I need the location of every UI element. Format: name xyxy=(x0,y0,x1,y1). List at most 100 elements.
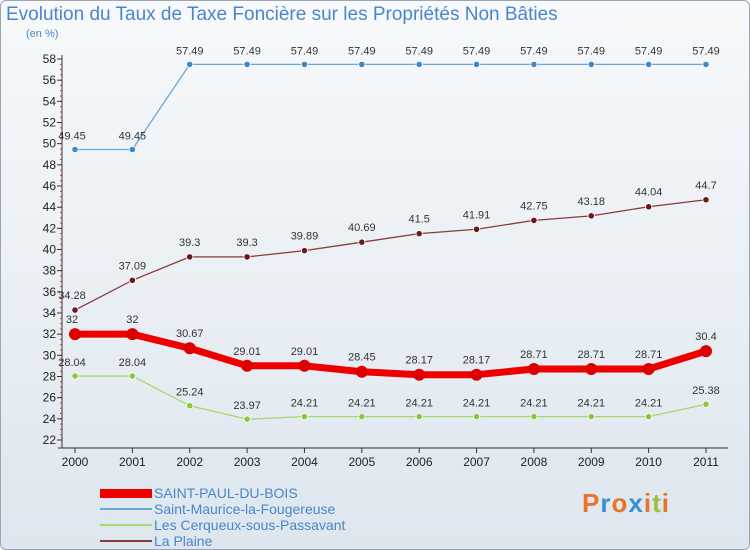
y-tick-label: 28 xyxy=(43,370,57,384)
data-label: 28.71 xyxy=(520,349,548,361)
data-point xyxy=(71,306,79,314)
data-label: 23.97 xyxy=(233,400,261,412)
series-2 xyxy=(71,372,710,423)
logo-letter: o xyxy=(611,488,629,518)
x-tick-label: 2007 xyxy=(463,455,490,469)
y-tick-label: 38 xyxy=(43,264,57,278)
data-label: 28.04 xyxy=(58,357,86,369)
legend-label: La Plaine xyxy=(154,533,213,549)
data-point xyxy=(186,253,194,261)
data-point xyxy=(587,60,595,68)
logo-letter: t xyxy=(652,488,662,518)
data-label: 28.71 xyxy=(578,349,606,361)
data-label: 41.91 xyxy=(463,209,491,221)
data-label: 40.69 xyxy=(348,222,376,234)
data-label: 32 xyxy=(126,314,138,326)
logo-letter: x xyxy=(628,488,644,518)
x-tick-label: 2008 xyxy=(521,455,548,469)
data-point xyxy=(300,247,309,255)
data-label: 24.21 xyxy=(463,398,491,410)
y-tick-label: 30 xyxy=(43,348,57,362)
y-tick-label: 34 xyxy=(43,306,57,320)
data-point xyxy=(358,238,366,246)
data-label: 44.04 xyxy=(635,187,663,199)
data-point xyxy=(530,413,538,421)
data-label: 28.71 xyxy=(635,349,663,361)
data-point xyxy=(71,372,79,380)
series-line xyxy=(75,63,706,151)
data-point xyxy=(128,276,136,284)
y-tick-label: 36 xyxy=(43,285,57,299)
legend-label: Les Cerqueux-sous-Passavant xyxy=(154,517,346,533)
data-label: 24.21 xyxy=(348,398,376,410)
legend-swatch xyxy=(100,540,152,542)
y-tick-label: 22 xyxy=(43,433,57,447)
data-point xyxy=(415,230,423,238)
data-label: 37.09 xyxy=(119,260,147,272)
data-point xyxy=(415,60,423,68)
series-1 xyxy=(71,60,710,154)
data-point xyxy=(243,415,251,423)
logo-letter: i xyxy=(643,488,653,518)
data-label: 28.04 xyxy=(119,357,147,369)
data-label: 57.49 xyxy=(635,45,663,57)
data-point xyxy=(702,196,710,204)
legend-swatch xyxy=(100,524,152,526)
data-label: 28.17 xyxy=(463,355,491,367)
data-label: 57.49 xyxy=(692,45,720,57)
x-tick-label: 2002 xyxy=(176,455,203,469)
y-tick-label: 58 xyxy=(43,52,57,66)
data-point xyxy=(71,145,79,154)
chart-title: Evolution du Taux de Taxe Foncière sur l… xyxy=(6,4,558,25)
data-label: 24.21 xyxy=(520,398,548,410)
data-point xyxy=(642,362,655,375)
data-point xyxy=(587,212,595,220)
legend-label: SAINT-PAUL-DU-BOIS xyxy=(154,485,298,501)
data-label: 41.5 xyxy=(408,214,429,226)
y-tick-label: 50 xyxy=(43,137,57,151)
y-tick-label: 42 xyxy=(43,221,57,235)
series-line xyxy=(75,330,708,379)
data-label: 28.45 xyxy=(348,352,376,364)
data-label: 57.49 xyxy=(291,45,319,57)
series-line xyxy=(75,375,707,420)
y-tick-label: 24 xyxy=(43,412,57,426)
x-tick-label: 2005 xyxy=(348,455,375,469)
data-label: 34.28 xyxy=(58,290,86,302)
y-tick-label: 56 xyxy=(43,73,57,87)
data-point xyxy=(700,345,712,358)
data-label: 57.49 xyxy=(405,45,433,57)
data-point xyxy=(300,413,309,421)
series-3 xyxy=(71,196,710,314)
data-label: 57.49 xyxy=(233,45,261,57)
legend-item: Les Cerqueux-sous-Passavant xyxy=(100,517,345,533)
logo-letter: P xyxy=(582,488,601,518)
data-point xyxy=(645,413,653,421)
data-label: 29.01 xyxy=(291,346,319,358)
data-point xyxy=(472,60,481,68)
data-label: 49.45 xyxy=(119,130,147,142)
data-label: 24.21 xyxy=(291,398,319,410)
data-label: 39.3 xyxy=(179,237,200,249)
data-point xyxy=(645,203,653,211)
y-tick-label: 26 xyxy=(43,391,57,405)
data-label: 57.49 xyxy=(348,45,376,57)
y-tick-label: 48 xyxy=(43,158,57,172)
legend-swatch xyxy=(100,508,152,510)
data-point xyxy=(358,413,366,421)
data-point xyxy=(241,359,254,372)
data-point xyxy=(702,60,710,68)
data-label: 49.45 xyxy=(58,130,86,142)
data-point xyxy=(243,253,251,261)
data-point xyxy=(470,368,483,381)
data-label: 32 xyxy=(66,314,78,326)
logo-letter: r xyxy=(600,488,612,518)
data-label: 24.21 xyxy=(405,398,433,410)
y-tick-label: 40 xyxy=(43,243,57,257)
y-tick-label: 32 xyxy=(43,327,57,341)
y-tick-label: 46 xyxy=(43,179,57,193)
data-label: 25.24 xyxy=(176,387,204,399)
x-tick-label: 2004 xyxy=(291,455,318,469)
legend-item: Saint-Maurice-la-Fougereuse xyxy=(100,501,335,517)
data-label: 39.3 xyxy=(236,237,257,249)
